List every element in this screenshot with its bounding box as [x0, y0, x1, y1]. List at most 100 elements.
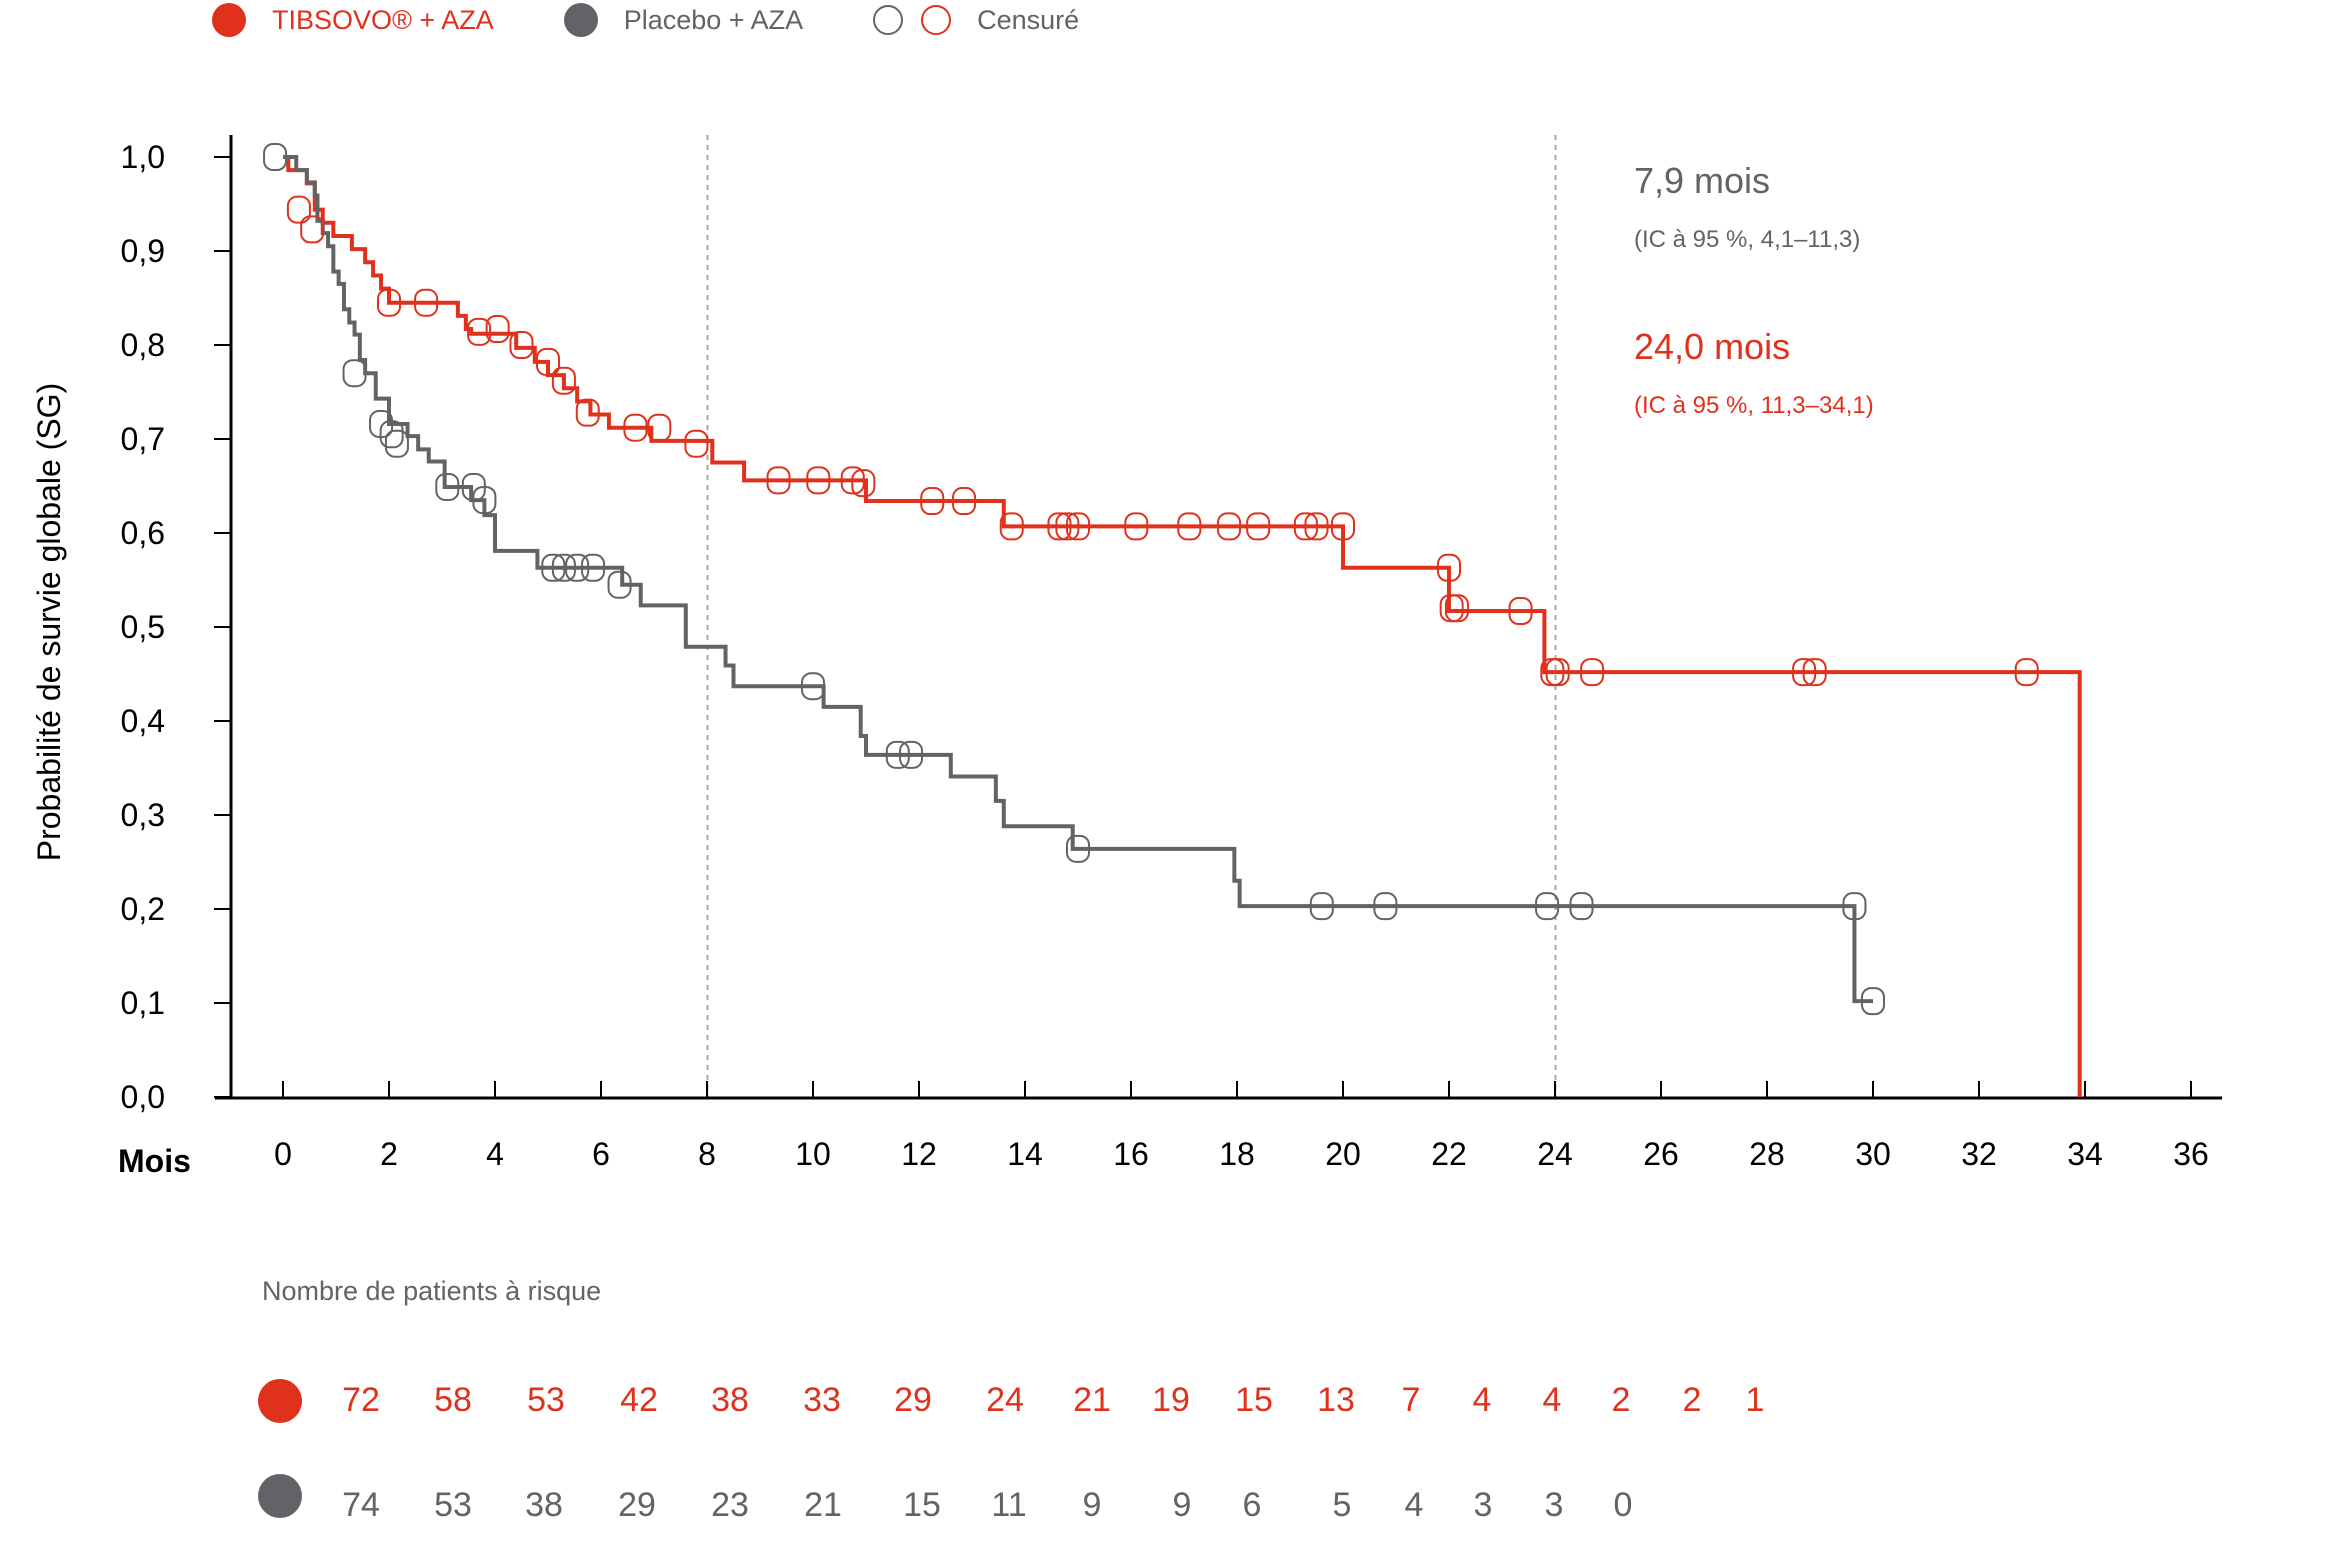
tibsovo-censor-mark: [766, 466, 791, 495]
risk-count-tibsovo: 24: [986, 1381, 1024, 1419]
tibsovo-censor-mark: [1304, 512, 1329, 541]
survival-chart: 0 2 4 6 8 10 12 14 16 18 20 22 24 26 28 30 32 34 36 0,00,1…: [31, 135, 2222, 1179]
tibsovo-ci-annotation: (IC à 95 %, 11,3–34,1): [1634, 392, 1874, 420]
placebo-censor-mark: [607, 570, 632, 599]
placebo-median-value: 7,9 mois: [1634, 160, 1771, 201]
risk-count-tibsovo: 4: [1472, 1381, 1492, 1419]
tibsovo-censor-mark: [2014, 658, 2039, 687]
tibsovo-censor-mark: [509, 331, 534, 359]
tibsovo-censor-mark: [377, 288, 401, 317]
censored-markers: [263, 143, 2039, 1016]
risk-count-placebo: 53: [434, 1486, 472, 1524]
risk-table-title: Nombre de patients à risque: [262, 1276, 602, 1306]
y-tick-label: 0,3: [121, 797, 165, 833]
risk-count-placebo: 23: [711, 1486, 749, 1524]
risk-count-tibsovo: 29: [894, 1381, 932, 1419]
tibsovo-censor-mark: [575, 398, 600, 427]
placebo-censor-mark: [885, 740, 910, 769]
tibsovo-censor-mark: [1508, 597, 1533, 626]
placebo-ci-annotation: (IC à 95 %, 4,1–11,3): [1634, 226, 1860, 254]
tibsovo-censor-mark: [952, 487, 977, 516]
axes: [215, 135, 2222, 1100]
placebo-censor-mark: [1373, 892, 1398, 921]
y-tick-label: 0,5: [121, 609, 165, 645]
risk-count-tibsovo: 19: [1152, 1381, 1190, 1419]
placebo-censor-mark: [1309, 892, 1334, 921]
tibsovo-censor-mark: [1066, 512, 1090, 541]
tibsovo-censor-mark: [1217, 512, 1242, 541]
risk-count-tibsovo: 2: [1682, 1381, 1702, 1419]
risk-count-placebo: 74: [342, 1486, 380, 1524]
placebo-censor-mark: [551, 553, 576, 582]
placebo-median-annotation: 7,9 mois: [1634, 160, 1770, 202]
series-lines: [283, 155, 2082, 1097]
legend-placebo-label: Placebo + AZA: [623, 4, 804, 35]
risk-count-tibsovo: 21: [1073, 1381, 1111, 1419]
risk-count-tibsovo: 72: [342, 1381, 380, 1419]
tibsovo-censor-mark: [485, 315, 510, 344]
tibsovo-censor-mark: [1792, 658, 1817, 687]
risk-count-tibsovo: 53: [527, 1381, 565, 1419]
tibsovo-censor-mark: [920, 487, 945, 516]
legend-item-censored: Censuré: [873, 5, 1079, 36]
risk-count-tibsovo: 13: [1317, 1381, 1355, 1419]
y-tick-label: 0,0: [121, 1079, 165, 1115]
tibsovo-censor-mark: [647, 413, 672, 442]
risk-count-tibsovo: 38: [711, 1381, 749, 1419]
placebo-censor-mark: [1842, 892, 1867, 921]
tibsovo-censor-mark: [1047, 512, 1072, 541]
legend-item-tibsovo: TIBSOVO® + AZA: [212, 3, 494, 37]
tibsovo-censor-mark: [551, 366, 576, 395]
x-tick-label: 24: [1537, 1136, 1573, 1172]
x-tick-label: 30: [1855, 1136, 1891, 1172]
tibsovo-censor-mark: [1545, 658, 1570, 687]
tibsovo-censor-mark: [467, 317, 492, 346]
placebo-ci-value: (IC à 95 %, 4,1–11,3): [1634, 226, 1861, 253]
tibsovo-censor-mark: [1444, 594, 1469, 623]
tibsovo-censor-mark: [1331, 512, 1355, 541]
tibsovo-censor-mark: [1439, 594, 1464, 623]
tibsovo-censor-mark: [806, 466, 831, 495]
placebo-censor-mark: [1066, 834, 1090, 863]
placebo-censor-mark: [384, 429, 409, 458]
risk-count-placebo: 15: [903, 1486, 941, 1524]
risk-count-placebo: 3: [1544, 1486, 1564, 1524]
tibsovo-censor-mark: [1802, 658, 1827, 687]
x-tick-label: 34: [2067, 1136, 2103, 1172]
y-axis-ticks: 0,0 0,1 0,2 0,3 0,4 0,5 0,6 0,7 0,8 0,9 1,0: [121, 139, 231, 1115]
tibsovo-median-value: 24,0 mois: [1634, 326, 1791, 367]
risk-count-tibsovo: 7: [1401, 1381, 1421, 1419]
tibsovo-censor-mark: [1055, 512, 1080, 541]
y-tick-label: 0,8: [121, 327, 165, 363]
x-tick-label: 18: [1219, 1136, 1255, 1172]
y-tick-label: 0,9: [121, 233, 165, 269]
y-tick-label: 1,0: [121, 139, 165, 175]
risk-count-placebo: 38: [525, 1486, 563, 1524]
risk-count-placebo: 6: [1242, 1486, 1262, 1524]
risk-count-placebo: 3: [1473, 1486, 1493, 1524]
x-tick-label: 16: [1113, 1136, 1149, 1172]
risk-count-tibsovo: 4: [1542, 1381, 1562, 1419]
x-tick-label: 6: [592, 1136, 610, 1172]
placebo-censor-mark: [263, 143, 288, 171]
risk-count-placebo: 21: [804, 1486, 842, 1524]
legend-censored-label: Censuré: [977, 4, 1080, 35]
tibsovo-censor-mark: [623, 413, 648, 442]
placebo-censor-mark: [472, 486, 497, 515]
tibsovo-censor-mark: [1580, 658, 1605, 687]
placebo-survival-line: [283, 155, 1873, 1004]
y-tick-label: 0,7: [121, 421, 165, 457]
placebo-censor-mark: [435, 472, 460, 501]
risk-count-tibsovo: 1: [1745, 1381, 1765, 1419]
risk-count-placebo: 11: [991, 1486, 1027, 1524]
x-tick-label: 0: [274, 1136, 292, 1172]
placebo-dot-icon: [563, 3, 598, 37]
legend-item-placebo: Placebo + AZA: [563, 3, 804, 37]
tibsovo-censor-mark: [414, 288, 439, 317]
tibsovo-ci-value: (IC à 95 %, 11,3–34,1): [1634, 392, 1874, 419]
placebo-censor-mark: [1535, 892, 1560, 921]
placebo-censor-mark: [1861, 987, 1885, 1016]
x-tick-label: 14: [1007, 1136, 1043, 1172]
tibsovo-censor-mark: [300, 215, 325, 244]
tibsovo-censor-mark: [851, 469, 876, 498]
